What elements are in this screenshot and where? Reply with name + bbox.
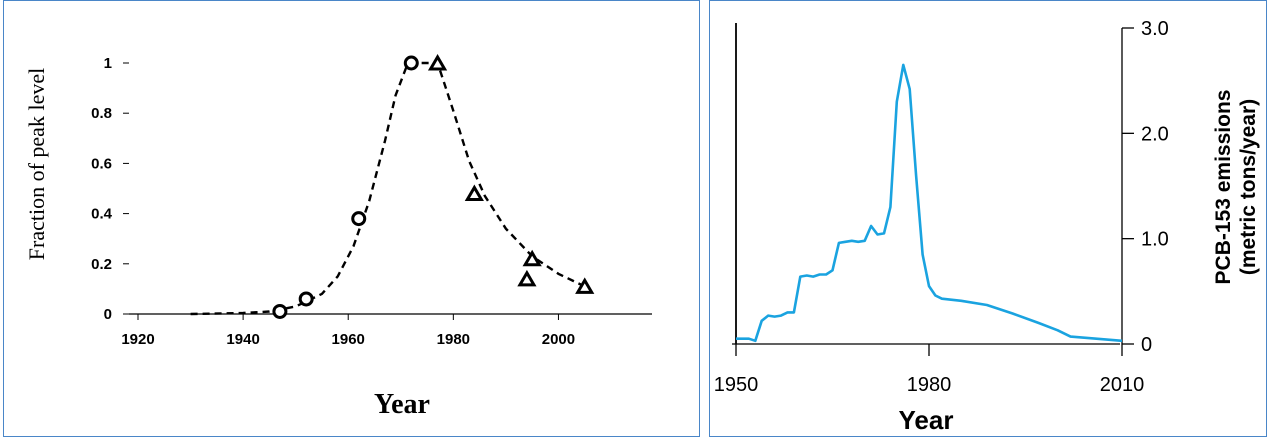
left-y-tick-label: 0.2 <box>91 256 112 273</box>
right-y-tick-label: 2.0 <box>1141 123 1169 145</box>
left-x-tick-label: 1960 <box>332 331 365 348</box>
left-x-tick-label: 1920 <box>121 331 154 348</box>
left-chart-svg: Year Fraction of peak level 1920 1940 1960… <box>24 54 652 420</box>
right-y-axis-label-line1: PCB-153 emissions <box>1212 90 1235 285</box>
left-y-tick-label: 0.6 <box>91 155 112 172</box>
right-x-tick-label: 1950 <box>714 374 759 396</box>
right-chart-svg: Year PCB-153 emissions (metric tons/year… <box>714 18 1260 435</box>
left-triangle-point <box>575 277 595 294</box>
right-y-tick-label: 0 <box>1141 334 1152 356</box>
right-y-tick-label: 3.0 <box>1141 18 1169 40</box>
right-x-axis-label: Year <box>899 405 954 435</box>
left-circle-point <box>403 55 419 71</box>
right-x-tick-label: 1980 <box>907 374 952 396</box>
right-y-axis-label-line2: (metric tons/year) <box>1237 99 1260 275</box>
right-x-tick-label: 2010 <box>1100 374 1145 396</box>
left-y-axis-label: Fraction of peak level <box>24 68 49 260</box>
left-y-tick-label: 0 <box>104 306 112 323</box>
right-chart-panel: Year PCB-153 emissions (metric tons/year… <box>709 0 1267 437</box>
left-circle-point <box>272 303 288 319</box>
left-x-tick-label: 1980 <box>437 331 470 348</box>
left-triangle-point <box>517 269 537 287</box>
left-circle-point <box>351 211 367 227</box>
left-y-tick-label: 1 <box>104 55 112 72</box>
left-circle-point <box>298 291 314 307</box>
left-triangle-point <box>464 184 484 202</box>
left-y-tick-label: 0.4 <box>91 206 113 223</box>
right-emissions-line <box>736 63 1123 343</box>
left-y-tick-label: 0.8 <box>91 105 112 122</box>
left-chart-panel: Year Fraction of peak level 1920 1940 1960… <box>3 0 700 437</box>
left-x-axis-label: Year <box>374 389 430 420</box>
left-x-tick-label: 2000 <box>542 331 575 348</box>
right-y-tick-label: 1.0 <box>1141 229 1169 251</box>
left-x-tick-label: 1940 <box>226 331 259 348</box>
left-triangle-point <box>427 54 448 71</box>
left-triangle-point <box>522 249 542 267</box>
